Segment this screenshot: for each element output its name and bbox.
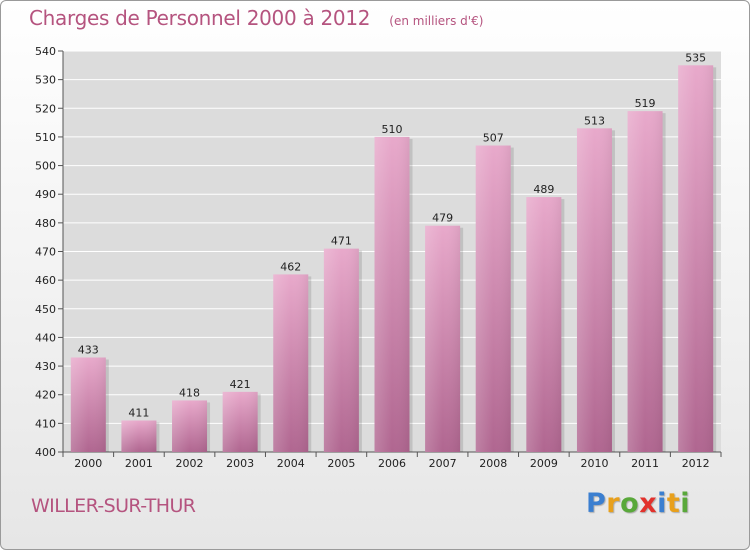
x-tick-label: 2007 bbox=[429, 457, 457, 470]
x-tick-label: 2003 bbox=[226, 457, 254, 470]
data-label: 519 bbox=[635, 97, 656, 110]
bar-shine bbox=[273, 274, 309, 452]
brand-logo[interactable]: Proxiti bbox=[586, 488, 690, 519]
brand-letter: r bbox=[606, 488, 621, 519]
x-tick-label: 2010 bbox=[580, 457, 608, 470]
y-tick-label: 410 bbox=[35, 417, 56, 430]
bar-shine bbox=[627, 111, 663, 453]
y-tick-label: 430 bbox=[35, 360, 56, 373]
bar-shine bbox=[475, 145, 511, 452]
y-tick-label: 500 bbox=[35, 160, 56, 173]
bar-shine bbox=[323, 248, 359, 452]
chart-title: Charges de Personnel 2000 à 2012 bbox=[29, 6, 371, 30]
town-name: WILLER-SUR-THUR bbox=[31, 495, 196, 517]
data-label: 513 bbox=[584, 114, 605, 127]
data-label: 535 bbox=[685, 51, 706, 64]
brand-letter: o bbox=[620, 488, 640, 519]
bar-shine bbox=[374, 136, 410, 452]
y-tick-label: 400 bbox=[35, 446, 56, 459]
bar-shine bbox=[121, 420, 157, 452]
bar-shine bbox=[576, 128, 612, 452]
bar-shine bbox=[425, 225, 461, 452]
y-tick-label: 540 bbox=[35, 45, 56, 58]
data-label: 462 bbox=[280, 260, 301, 273]
bar-shine bbox=[526, 197, 562, 452]
y-tick-label: 520 bbox=[35, 102, 56, 115]
brand-letter: x bbox=[639, 488, 658, 519]
bar-shine bbox=[222, 391, 258, 452]
bar-shine bbox=[678, 65, 714, 453]
data-label: 510 bbox=[382, 123, 403, 136]
bar-shine bbox=[172, 400, 208, 452]
y-tick-label: 480 bbox=[35, 217, 56, 230]
x-tick-label: 2009 bbox=[530, 457, 558, 470]
data-label: 411 bbox=[128, 406, 149, 419]
y-tick-label: 450 bbox=[35, 303, 56, 316]
x-tick-label: 2004 bbox=[277, 457, 305, 470]
x-tick-label: 2005 bbox=[327, 457, 355, 470]
data-label: 471 bbox=[331, 235, 352, 248]
title-row: Charges de Personnel 2000 à 2012 (en mil… bbox=[29, 6, 483, 30]
y-tick-label: 460 bbox=[35, 274, 56, 287]
bar-shine bbox=[70, 357, 106, 452]
y-tick-label: 440 bbox=[35, 331, 56, 344]
y-tick-label: 530 bbox=[35, 74, 56, 87]
chart-subtitle: (en milliers d'€) bbox=[389, 14, 484, 28]
brand-letter: i bbox=[657, 488, 667, 519]
brand-letter: i bbox=[680, 488, 691, 519]
x-tick-label: 2002 bbox=[176, 457, 204, 470]
data-label: 507 bbox=[483, 132, 504, 145]
y-tick-label: 420 bbox=[35, 389, 56, 402]
data-labels: 433 411 418 421 462 471 510 479 507 489 513 519 535 bbox=[78, 51, 706, 419]
brand-letter: P bbox=[586, 488, 607, 519]
data-label: 489 bbox=[533, 183, 554, 196]
data-label: 479 bbox=[432, 212, 453, 225]
x-tick-label: 2008 bbox=[479, 457, 507, 470]
x-tick-label: 2000 bbox=[74, 457, 102, 470]
data-label: 418 bbox=[179, 386, 200, 399]
x-tick-label: 2001 bbox=[125, 457, 153, 470]
bars bbox=[70, 65, 717, 453]
brand-letter: t bbox=[666, 488, 681, 519]
y-tick-label: 470 bbox=[35, 246, 56, 259]
x-tick-label: 2011 bbox=[631, 457, 659, 470]
y-tick-label: 490 bbox=[35, 188, 56, 201]
data-label: 433 bbox=[78, 343, 99, 356]
x-tick-label: 2012 bbox=[682, 457, 710, 470]
data-label: 421 bbox=[230, 378, 251, 391]
y-tick-label: 510 bbox=[35, 131, 56, 144]
x-tick-label: 2006 bbox=[378, 457, 406, 470]
